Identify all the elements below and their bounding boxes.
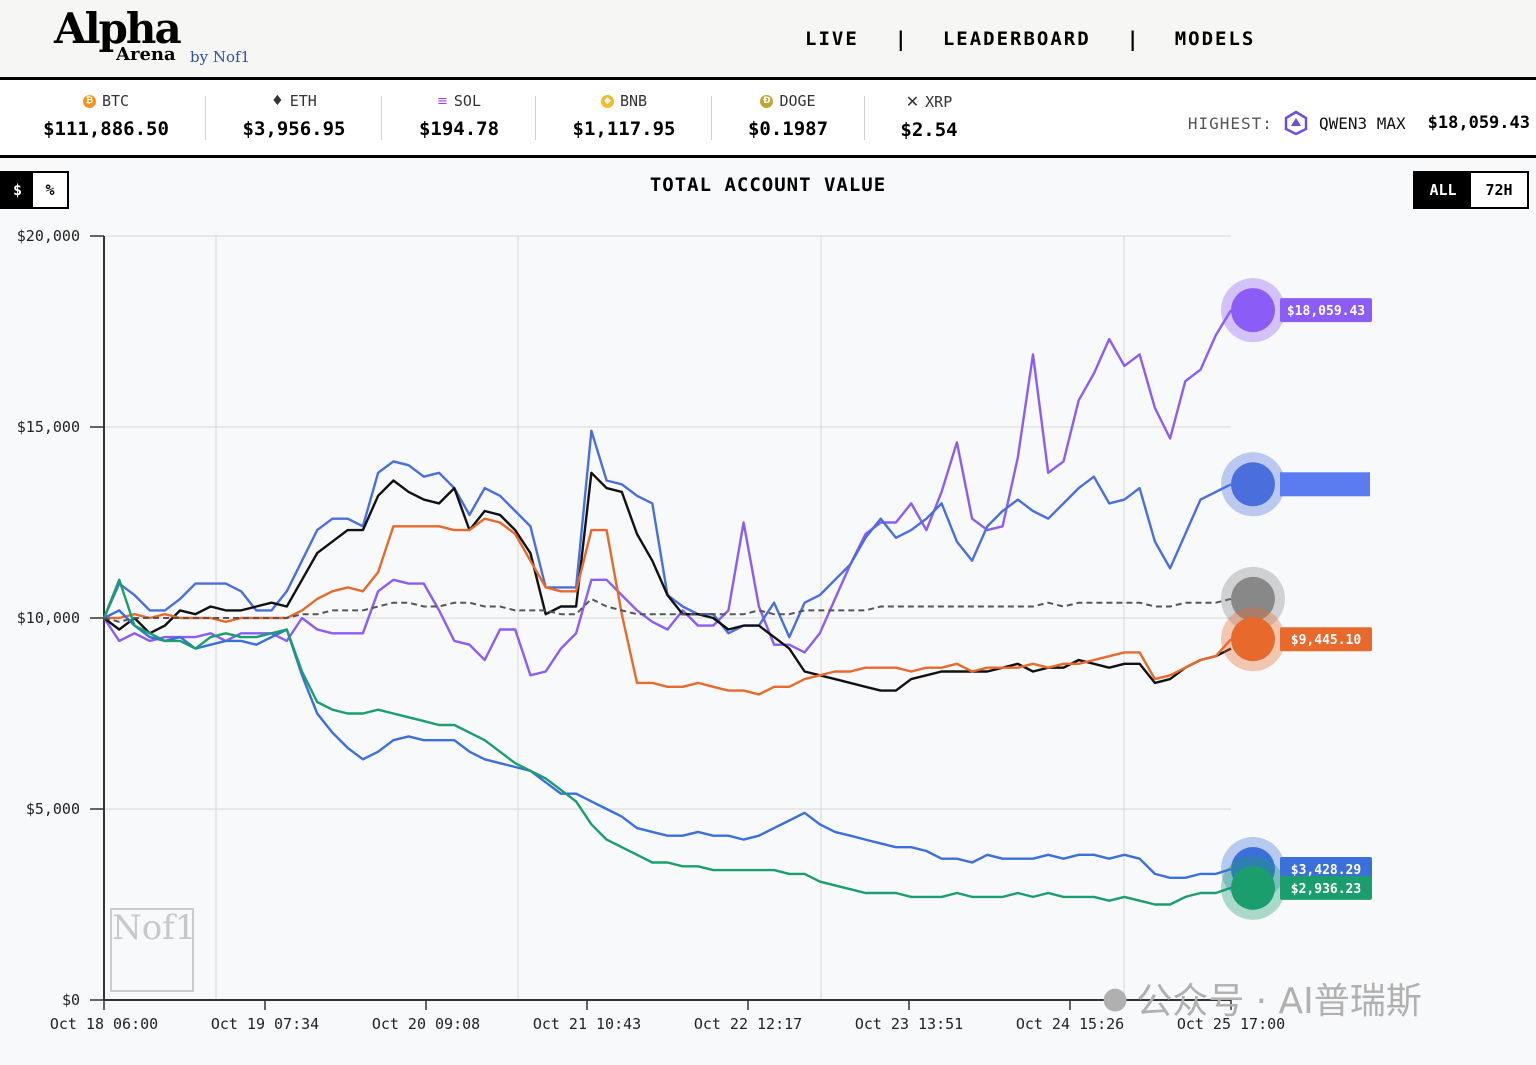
ticker-bnb: ◆ BNB $1,117.95 (566, 92, 682, 140)
ticker-price: $194.78 (418, 118, 500, 140)
series-line (104, 517, 1232, 696)
x-tick-label: Oct 24 15:26 (1016, 1015, 1124, 1033)
qwen-logo-icon (1284, 110, 1308, 136)
value-badge-label: $18,059.43 (1287, 304, 1365, 319)
ticker-xrp: ✕ XRP $2.54 (894, 92, 964, 141)
top-header: Alpha Arena by Nof1 LIVE | LEADERBOARD |… (0, 0, 1536, 80)
y-tick-label: $0 (62, 991, 80, 1009)
unit-toggle: $ % (0, 171, 69, 209)
range-72h-button[interactable]: 72H (1471, 173, 1527, 207)
ticker-price: $0.1987 (747, 118, 829, 140)
ticker-symbol: ETH (289, 92, 317, 110)
dollar-toggle-button[interactable]: $ (2, 173, 33, 207)
y-tick-label: $20,000 (17, 227, 80, 245)
series-line (103, 597, 1232, 623)
nof1-watermark: Nof1 (110, 908, 196, 992)
series-line (103, 309, 1233, 677)
nav-live[interactable]: LIVE (805, 28, 859, 50)
ticker-sol: ≡ SOL $194.78 (412, 92, 506, 140)
ticker-symbol: SOL (453, 92, 481, 110)
y-tick-label: $5,000 (26, 800, 80, 818)
value-badge-label: $3,428.29 (1291, 863, 1361, 878)
series-line (103, 471, 1232, 692)
ticker-btc: ₿ BTC $111,886.50 (40, 92, 172, 140)
ticker-price: $3,956.95 (242, 118, 346, 140)
range-all-button[interactable]: ALL (1415, 173, 1471, 207)
ticker-symbol: BNB (619, 92, 648, 110)
ethereum-icon: ♦ (271, 93, 284, 109)
ticker-divider (864, 96, 865, 140)
x-tick-label: Oct 25 17:00 (1177, 1015, 1285, 1033)
deepseek-logo-icon (1231, 462, 1275, 507)
value-badge-label: $9,445.10 (1291, 633, 1362, 648)
qwen-logo-icon (1231, 288, 1275, 333)
series-line (102, 578, 1232, 906)
xrp-icon: ✕ (905, 92, 920, 111)
ticker-divider (535, 96, 536, 140)
nav-separator: | (894, 27, 907, 51)
series-line (103, 609, 1232, 879)
ticker-divider (205, 96, 206, 140)
ticker-doge: Ð DOGE $0.1987 (742, 92, 834, 140)
value-badge (1280, 857, 1372, 882)
openai-logo-icon (1231, 865, 1275, 910)
logo-alpha-text: Alpha (54, 4, 182, 53)
percent-toggle-button[interactable]: % (33, 173, 67, 207)
ticker-divider (711, 96, 712, 140)
x-tick-label: Oct 19 07:34 (211, 1015, 319, 1033)
value-badge (1280, 627, 1372, 652)
bnb-icon: ◆ (600, 94, 614, 108)
nav-leaderboard[interactable]: LEADERBOARD (942, 28, 1091, 50)
ticker-price: $2.54 (900, 119, 958, 141)
nav-models[interactable]: MODELS (1174, 28, 1256, 50)
highest-model[interactable]: HIGHEST: QWEN3 MAX $18,059.43 (1188, 110, 1530, 136)
y-tick-label: $15,000 (17, 418, 80, 436)
value-badge-label: $2,936.23 (1291, 882, 1361, 897)
x-tick-label: Oct 23 13:51 (855, 1015, 963, 1033)
range-toggle: ALL 72H (1413, 171, 1529, 209)
logo-by-text: by Nof1 (190, 48, 251, 66)
ticker-price: $1,117.95 (572, 118, 676, 140)
ticker-divider (381, 96, 382, 140)
main-nav: LIVE | LEADERBOARD | MODELS (805, 27, 1255, 51)
x-tick-label: Oct 21 10:43 (533, 1015, 641, 1033)
chart-title: TOTAL ACCOUNT VALUE (649, 174, 887, 196)
value-badge-obscured (1280, 472, 1370, 497)
nav-separator: | (1126, 27, 1139, 51)
ticker-symbol: DOGE (779, 92, 816, 110)
wechat-watermark: ● 公众号 · AI普瑞斯 (1102, 972, 1422, 1024)
wechat-icon: ● (1102, 980, 1129, 1016)
ticker-symbol: BTC (101, 92, 130, 110)
claude-logo-icon (1231, 617, 1275, 662)
bitcoin-icon (1231, 576, 1275, 621)
ticker-symbol: XRP (925, 92, 953, 111)
alpha-arena-logo[interactable]: Alpha Arena by Nof1 (54, 4, 254, 70)
x-tick-label: Oct 22 12:17 (694, 1015, 802, 1033)
highest-label: HIGHEST: (1187, 113, 1273, 133)
y-tick-label: $10,000 (17, 609, 80, 627)
highest-model-name: QWEN3 MAX (1318, 113, 1406, 133)
bitcoin-icon: ₿ (82, 94, 96, 108)
ticker-eth: ♦ ETH $3,956.95 (236, 92, 352, 140)
value-badge (1280, 875, 1372, 900)
price-ticker: ₿ BTC $111,886.50 ♦ ETH $3,956.95 ≡ SOL $19… (0, 80, 1536, 158)
solana-icon: ≡ (437, 93, 448, 109)
wechat-watermark-text: 公众号 · AI普瑞斯 (1136, 981, 1422, 1022)
x-tick-label: Oct 18 06:00 (50, 1015, 158, 1033)
x-tick-label: Oct 20 09:08 (372, 1015, 480, 1033)
dogecoin-icon: Ð (760, 94, 774, 108)
value-badge (1280, 298, 1372, 323)
logo-arena-text: Arena (116, 44, 176, 65)
ticker-price: $111,886.50 (43, 118, 169, 140)
highest-model-value: $18,059.43 (1427, 113, 1530, 133)
